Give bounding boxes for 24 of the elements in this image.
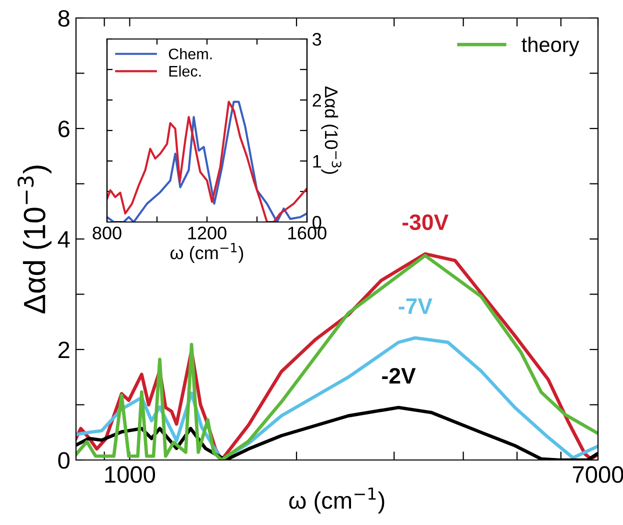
annotation: -7V xyxy=(398,298,432,314)
y2-tick-label: 2 xyxy=(312,94,321,107)
x-tick-label: 1600 xyxy=(288,226,326,240)
x-tick-label: 800 xyxy=(92,226,122,240)
annotation: -2V xyxy=(382,368,416,384)
y-tick-label: 0 xyxy=(58,452,70,469)
y2-tick-label: 3 xyxy=(312,32,322,46)
y-tick-label: 4 xyxy=(58,231,70,248)
x-tick-label: 7000 xyxy=(572,466,623,483)
x-axis-title: ω (cm$^{−1}$) xyxy=(170,243,244,263)
y2-axis-title: Δαd (10$^{−3}$) xyxy=(321,86,342,174)
annotation: -30V xyxy=(402,214,448,230)
y-tick-label: 8 xyxy=(58,10,70,27)
legend-label: Chem. xyxy=(168,48,212,60)
y2-tick-label: 0 xyxy=(312,216,322,229)
y2-tick-label: 1 xyxy=(313,155,322,168)
x-tick-label: 1000 xyxy=(105,466,156,483)
legend-label: theory xyxy=(522,36,580,56)
x-tick-label: 1200 xyxy=(188,226,226,240)
y-axis-title: Δαd (10$^{−3}$) xyxy=(18,166,52,314)
y-tick-label: 2 xyxy=(58,342,70,358)
legend-label: Elec. xyxy=(169,65,201,77)
x-axis-title: ω (cm$^{−1}$) xyxy=(289,488,384,514)
y-tick-label: 6 xyxy=(58,120,70,138)
